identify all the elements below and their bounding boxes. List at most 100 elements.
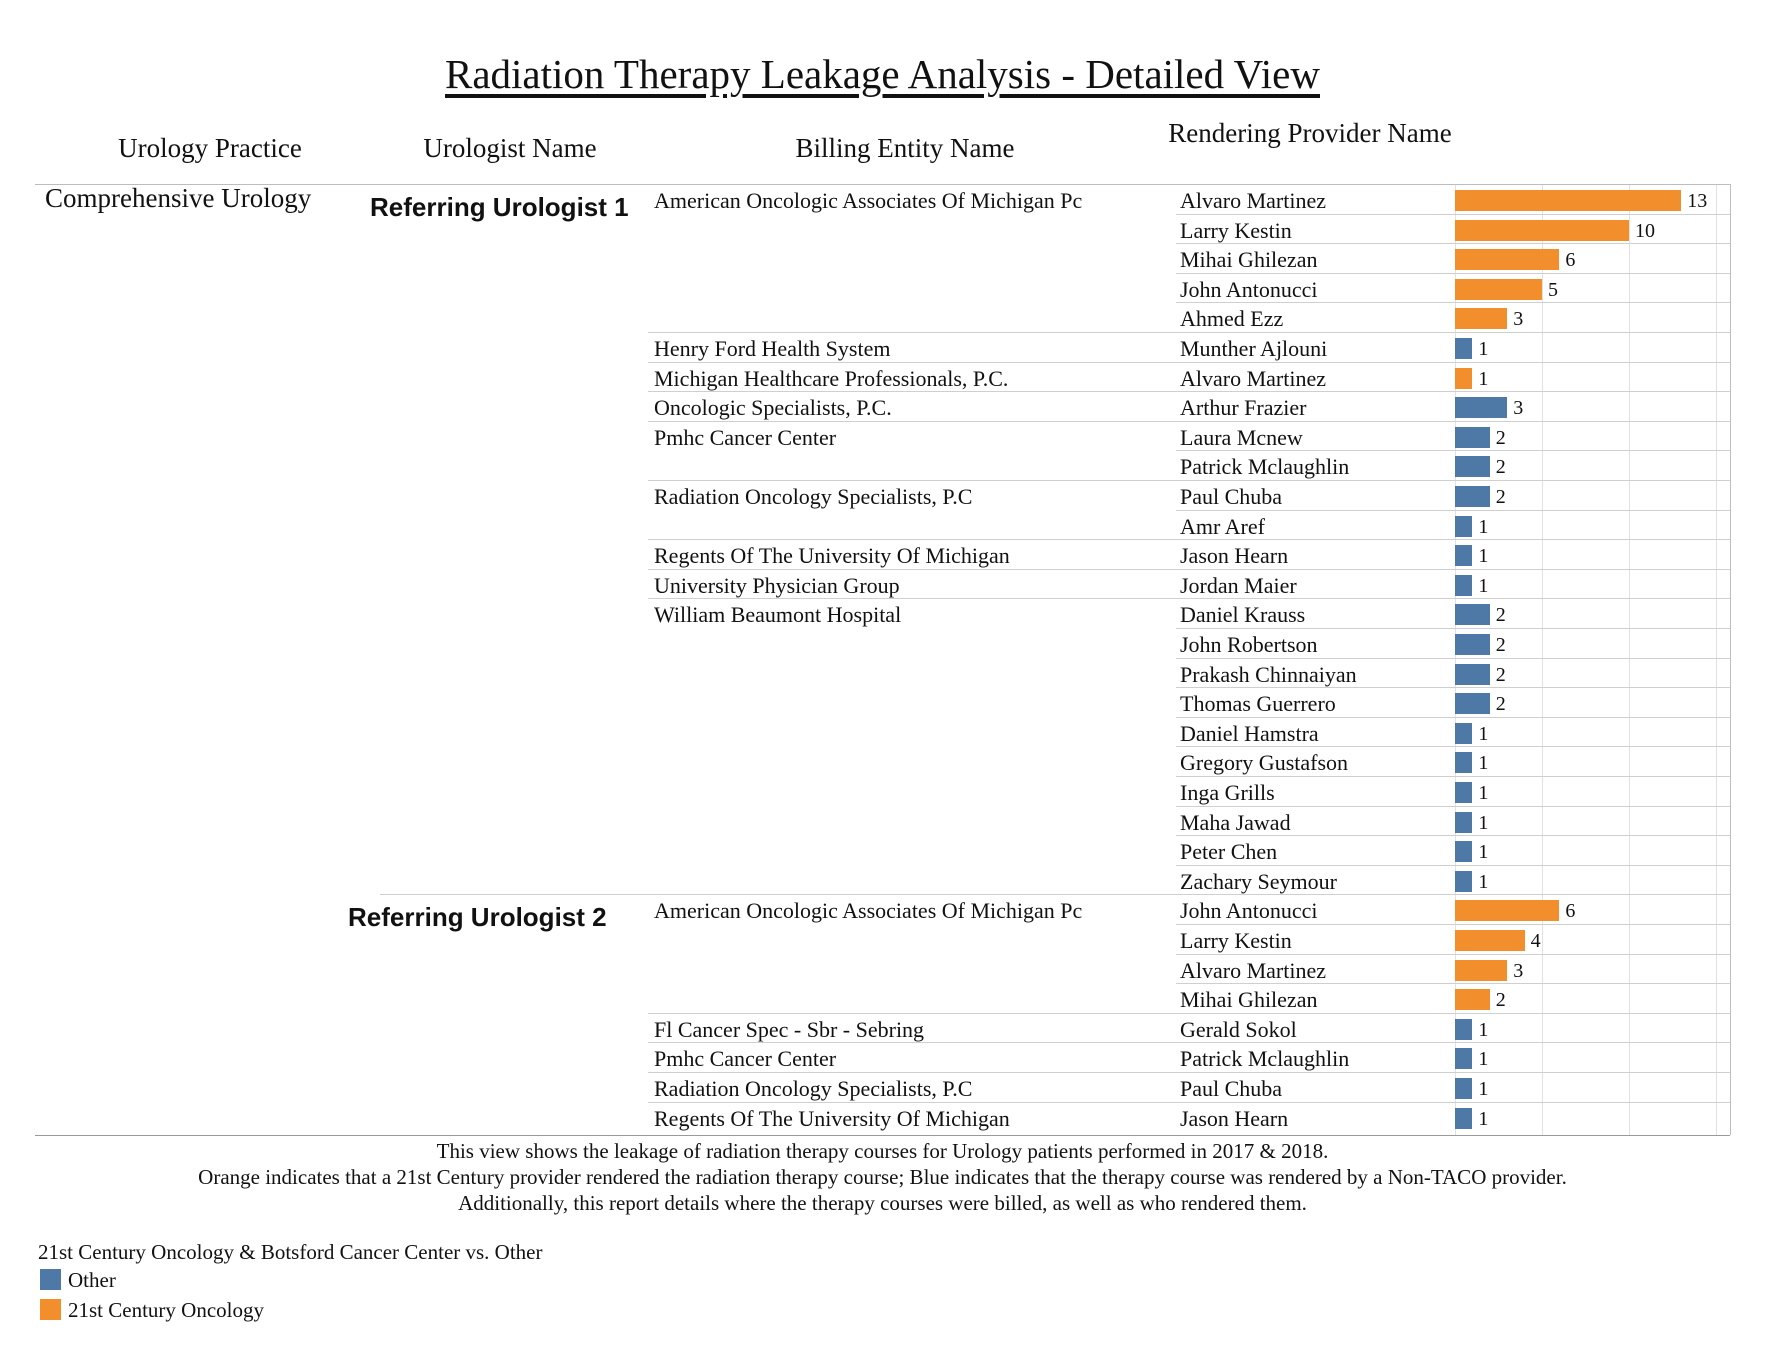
rendering-provider-name: Jason Hearn: [1180, 1105, 1289, 1131]
data-label: 1: [1478, 1078, 1489, 1100]
provider-divider: [1176, 657, 1730, 659]
rendering-provider-name: John Robertson: [1180, 632, 1318, 657]
provider-divider: [1176, 924, 1730, 925]
data-label: 1: [1478, 574, 1489, 597]
data-label: 1: [1478, 841, 1489, 864]
data-label: 1: [1478, 752, 1489, 775]
bar: [1455, 634, 1490, 655]
bar: [1455, 841, 1473, 863]
bar: [1455, 693, 1490, 715]
entity-divider: [648, 539, 1730, 541]
bar: [1455, 338, 1473, 359]
rendering-provider-name: Larry Kestin: [1180, 928, 1292, 953]
bar: [1455, 219, 1629, 241]
bar: [1455, 426, 1490, 448]
data-label: 13: [1687, 190, 1708, 212]
footer-line-1: This view shows the leakage of radiation…: [436, 1139, 1329, 1163]
bar: [1455, 397, 1508, 419]
data-label: 2: [1495, 634, 1506, 656]
data-label: 10: [1635, 219, 1655, 242]
data-label: 1: [1478, 1018, 1489, 1041]
bar: [1455, 486, 1490, 507]
rendering-provider-name: Peter Chen: [1180, 839, 1278, 865]
footer-line-3: Additionally, this report details where …: [458, 1191, 1307, 1215]
group-divider: [380, 894, 1730, 896]
bar: [1455, 574, 1473, 596]
legend-item: Other: [40, 1266, 116, 1294]
rendering-provider-name: Paul Chuba: [1180, 484, 1283, 509]
header-billing: Billing Entity Name: [795, 133, 1015, 163]
bar: [1455, 308, 1508, 330]
data-label: 3: [1513, 397, 1524, 420]
rendering-provider-name: John Antonucci: [1180, 898, 1318, 924]
header-provider: Rendering Provider Name: [1168, 118, 1452, 148]
entity-divider: [648, 1042, 1730, 1044]
rendering-provider-name: John Antonucci: [1180, 276, 1318, 302]
chart-top-border: [35, 184, 1730, 185]
provider-divider: [1176, 953, 1730, 955]
provider-divider: [1176, 302, 1730, 304]
data-label: 2: [1495, 486, 1506, 508]
provider-divider: [1176, 243, 1730, 245]
page-title: Radiation Therapy Leakage Analysis - Det…: [445, 51, 1320, 97]
data-label: 1: [1478, 367, 1489, 390]
bar: [1455, 663, 1490, 685]
rendering-provider-name: Munther Ajlouni: [1180, 336, 1328, 361]
provider-divider: [1176, 272, 1730, 274]
billing-entity-name: Pmhc Cancer Center: [654, 424, 837, 450]
rendering-provider-name: Alvaro Martinez: [1180, 188, 1326, 213]
billing-entity-name: Regents Of The University Of Michigan: [654, 1105, 1010, 1131]
rendering-provider-name: Gerald Sokol: [1180, 1016, 1297, 1042]
bar: [1455, 870, 1473, 892]
rendering-provider-name: Inga Grills: [1180, 780, 1275, 805]
billing-entity-name: Radiation Oncology Specialists, P.C: [654, 484, 973, 509]
billing-entity-name: Henry Ford Health System: [654, 336, 891, 361]
rendering-provider-name: Jordan Maier: [1180, 572, 1297, 598]
rendering-provider-name: Amr Aref: [1180, 513, 1265, 539]
billing-entity-name: Oncologic Specialists, P.C.: [654, 395, 892, 421]
data-label: 1: [1478, 515, 1489, 538]
rendering-provider-name: Daniel Krauss: [1180, 602, 1306, 628]
gridline: [1716, 185, 1717, 1136]
data-label: 1: [1478, 782, 1489, 804]
rendering-provider-name: Patrick Mclaughlin: [1180, 1046, 1350, 1072]
data-label: 1: [1478, 722, 1489, 745]
bar: [1455, 930, 1525, 951]
bar: [1455, 604, 1490, 626]
provider-divider: [1176, 509, 1730, 511]
rendering-provider-name: Patrick Mclaughlin: [1180, 454, 1350, 480]
data-label: 6: [1565, 249, 1576, 272]
entity-divider: [648, 1072, 1730, 1073]
rendering-provider-name: Paul Chuba: [1180, 1076, 1283, 1101]
rendering-provider-name: Mihai Ghilezan: [1180, 247, 1318, 273]
rendering-provider-name: Maha Jawad: [1180, 809, 1291, 835]
provider-divider: [1176, 450, 1730, 452]
provider-divider: [1176, 213, 1730, 215]
data-label: 3: [1513, 959, 1524, 982]
billing-entity-name: Pmhc Cancer Center: [654, 1046, 837, 1072]
legend-item: 21st Century Oncology: [40, 1296, 264, 1324]
provider-divider: [1176, 716, 1730, 718]
rendering-provider-name: Alvaro Martinez: [1180, 365, 1326, 391]
entity-divider: [648, 391, 1730, 393]
data-label: 1: [1478, 811, 1489, 834]
bar: [1455, 959, 1508, 981]
entity-divider: [648, 1101, 1730, 1103]
billing-entity-name: Michigan Healthcare Professionals, P.C.: [654, 365, 1009, 391]
bar: [1455, 811, 1473, 833]
data-label: 6: [1565, 900, 1576, 923]
bar: [1455, 545, 1473, 567]
provider-divider: [1176, 864, 1730, 866]
urologist-name: Referring Urologist 2: [348, 902, 607, 933]
data-label: 2: [1495, 663, 1506, 686]
rendering-provider-name: Daniel Hamstra: [1180, 720, 1319, 746]
legend-title: 21st Century Oncology & Botsford Cancer …: [38, 1240, 543, 1264]
rendering-provider-name: Laura Mcnew: [1180, 424, 1303, 450]
header-practice: Urology Practice: [118, 133, 302, 163]
gridline: [1542, 185, 1543, 1136]
legend-swatch: [40, 1299, 61, 1320]
gridline: [1629, 185, 1630, 1136]
data-label: 1: [1478, 870, 1489, 893]
data-label: 2: [1495, 426, 1506, 449]
chart-bottom-border: [35, 1135, 1730, 1137]
